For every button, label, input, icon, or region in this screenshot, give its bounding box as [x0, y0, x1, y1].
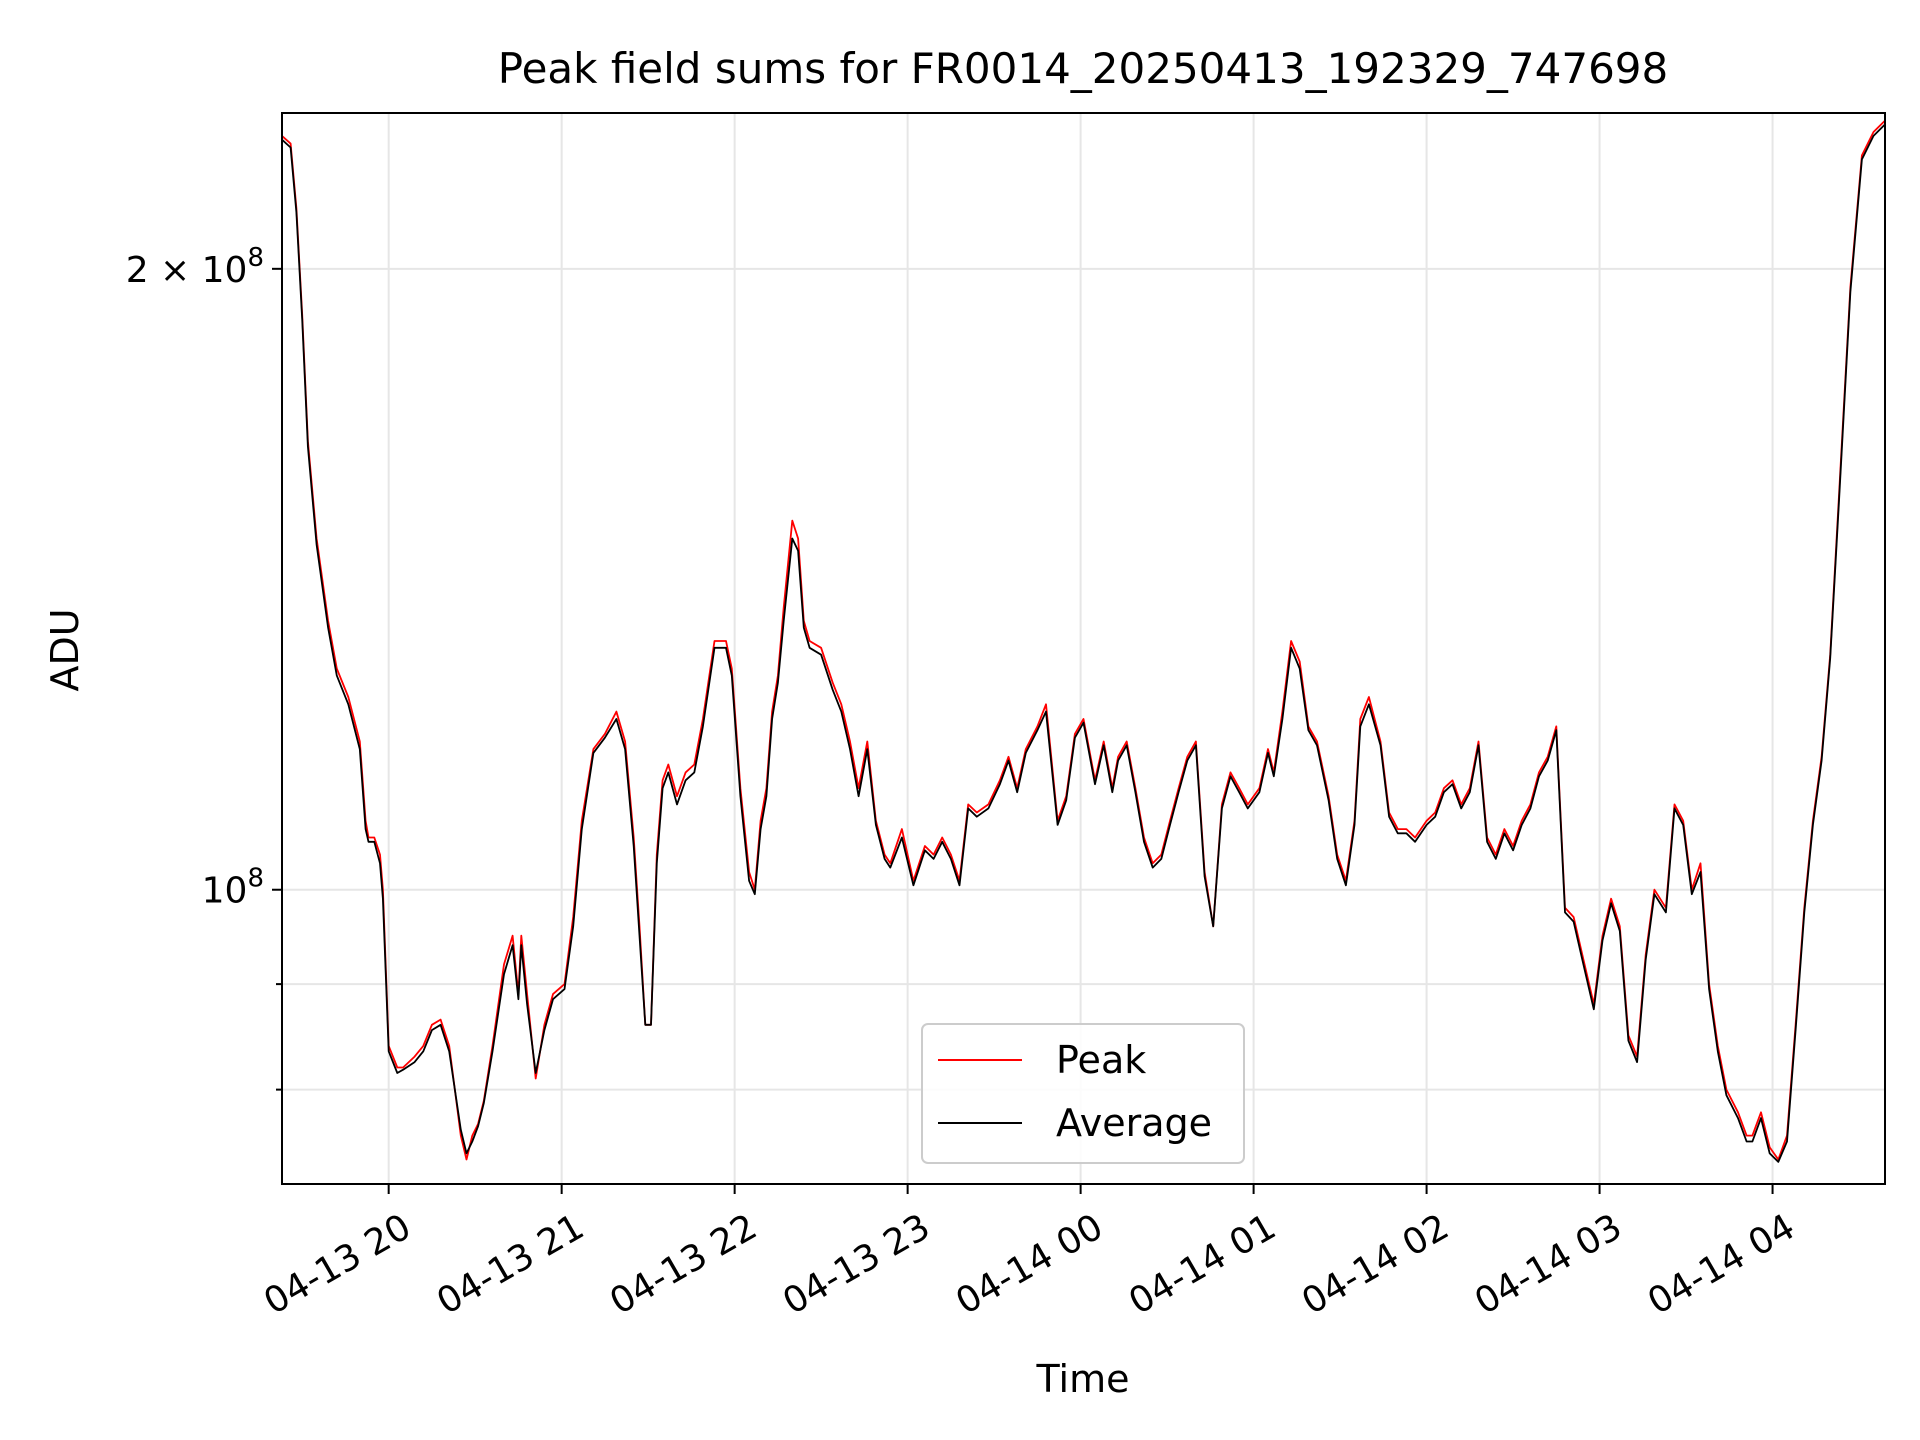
y-tick-label-exponent: 8: [247, 864, 264, 894]
plot-frame: [281, 112, 1886, 1185]
legend-box: [921, 1023, 1245, 1164]
y-axis-label: ADU: [43, 608, 87, 691]
y-tick-label-base: 2 × 10: [126, 250, 248, 291]
chart-title: Peak field sums for FR0014_20250413_1923…: [498, 44, 1668, 93]
grid: [282, 113, 1885, 1184]
x-axis-label: Time: [1036, 1357, 1130, 1401]
legend: Peak Average: [921, 1023, 1245, 1164]
y-tick-label: 2 × 108: [126, 243, 264, 291]
y-tick-label-base: 10: [202, 871, 248, 912]
legend-label-average: Average: [1056, 1101, 1212, 1145]
series-line-average: [281, 123, 1886, 1163]
series-layer: [281, 119, 1886, 1163]
y-tick-label-exponent: 8: [247, 243, 264, 273]
legend-label-peak: Peak: [1056, 1038, 1146, 1082]
y-tick-label: 108: [202, 864, 264, 912]
